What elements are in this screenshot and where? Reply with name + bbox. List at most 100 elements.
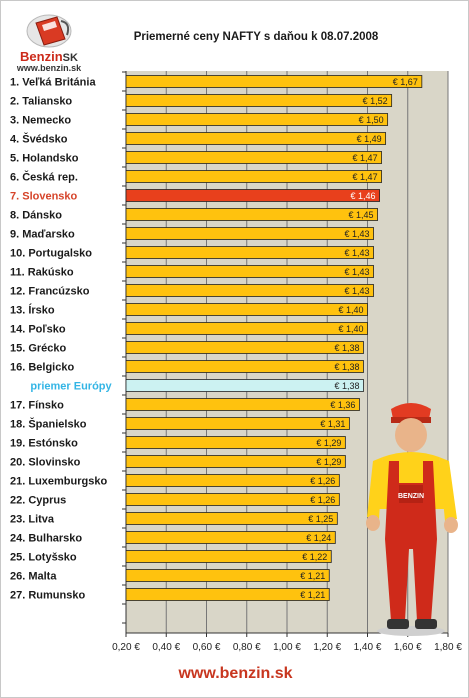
- bar: [125, 417, 350, 430]
- category-label: 3. Nemecko: [10, 115, 71, 127]
- category-label: 26. Malta: [10, 571, 57, 583]
- bar: [125, 531, 336, 544]
- bar-value-label: € 1,50: [359, 115, 384, 125]
- bar: [125, 170, 382, 183]
- bar-value-label: € 1,47: [353, 172, 378, 182]
- category-label: 9. Maďarsko: [10, 229, 75, 241]
- category-label: 14. Poľsko: [10, 324, 66, 336]
- bar: [125, 398, 360, 411]
- category-label: 4. Švédsko: [10, 133, 68, 146]
- bar-value-label: € 1,46: [351, 191, 376, 201]
- bar: [125, 113, 389, 126]
- bar: [125, 588, 330, 601]
- category-label: 12. Francúzsko: [10, 286, 90, 298]
- category-label: 10. Portugalsko: [10, 248, 92, 260]
- bar-value-label: € 1,36: [330, 400, 355, 410]
- category-label: 6. Česká rep.: [10, 171, 78, 184]
- bar-value-label: € 1,24: [306, 533, 331, 543]
- bar-value-label: € 1,47: [353, 153, 378, 163]
- logo-url: www.benzin.sk: [16, 63, 82, 73]
- category-label: 15. Grécko: [10, 343, 67, 355]
- bar-value-label: € 1,25: [308, 514, 333, 524]
- category-label: 23. Litva: [10, 514, 55, 526]
- bar: [125, 284, 374, 297]
- bar: [125, 493, 340, 506]
- bar-value-label: € 1,21: [300, 590, 325, 600]
- bar-value-label: € 1,43: [345, 267, 370, 277]
- category-label: 5. Holandsko: [10, 153, 79, 165]
- bar: [125, 341, 364, 354]
- pump-logo-icon: [26, 14, 72, 48]
- bar: [125, 360, 364, 373]
- footer-url: www.benzin.sk: [178, 665, 293, 682]
- x-tick-label: 0,80 €: [233, 642, 261, 653]
- bar-value-label: € 1,45: [349, 210, 374, 220]
- category-label: 22. Cyprus: [10, 495, 66, 507]
- logo-brand: BenzinSK: [20, 49, 78, 64]
- category-label: 25. Lotyšsko: [10, 552, 77, 564]
- bar-value-label: € 1,29: [316, 457, 341, 467]
- bar: [125, 246, 374, 259]
- bar-value-label: € 1,52: [363, 96, 388, 106]
- category-label: 13. Írsko: [10, 304, 55, 317]
- bar: [125, 455, 346, 468]
- bar: [125, 227, 374, 240]
- category-label: 16. Belgicko: [10, 362, 74, 374]
- bar: [125, 379, 364, 392]
- bar-value-label: € 1,43: [345, 248, 370, 258]
- bar: [125, 474, 340, 487]
- bar-value-label: € 1,49: [357, 134, 382, 144]
- bar-value-label: € 1,67: [393, 77, 418, 87]
- bar: [125, 436, 346, 449]
- category-label: 18. Španielsko: [10, 418, 87, 431]
- bar: [125, 265, 374, 278]
- bar-value-label: € 1,26: [310, 476, 335, 486]
- bar-value-label: € 1,22: [302, 552, 327, 562]
- x-tick-label: 1,60 €: [394, 642, 422, 653]
- x-tick-label: 1,20 €: [313, 642, 341, 653]
- bar-value-label: € 1,29: [316, 438, 341, 448]
- category-label: priemer Európy: [30, 381, 112, 393]
- bar: [125, 75, 423, 88]
- bar: [125, 569, 330, 582]
- category-label: 24. Bulharsko: [10, 533, 82, 545]
- category-label: 11. Rakúsko: [10, 267, 74, 279]
- x-tick-label: 1,00 €: [273, 642, 301, 653]
- bar-value-label: € 1,43: [345, 286, 370, 296]
- category-label: 20. Slovinsko: [10, 457, 81, 469]
- bar: [125, 322, 368, 335]
- bar-value-label: € 1,40: [338, 324, 363, 334]
- chart-title: Priemerné ceny NAFTY s daňou k 08.07.200…: [133, 31, 379, 43]
- bar-value-label: € 1,38: [334, 381, 359, 391]
- bar: [125, 550, 332, 563]
- bar-value-label: € 1,40: [338, 305, 363, 315]
- benzin-logo: BenzinSK www.benzin.sk: [9, 9, 89, 79]
- x-tick-label: 1,40 €: [354, 642, 382, 653]
- bar: [125, 94, 393, 107]
- category-label: 2. Taliansko: [10, 96, 72, 108]
- bar-value-label: € 1,31: [320, 419, 345, 429]
- bar-value-label: € 1,38: [334, 343, 359, 353]
- mechanic-mascot-illustration: BENZIN: [366, 403, 458, 636]
- bar: [125, 512, 338, 525]
- category-label: 27. Rumunsko: [10, 590, 85, 602]
- bar: [125, 303, 368, 316]
- svg-text:BENZIN: BENZIN: [398, 493, 424, 500]
- x-tick-label: 0,60 €: [193, 642, 221, 653]
- x-tick-label: 0,20 €: [112, 642, 140, 653]
- category-label: 21. Luxemburgsko: [10, 476, 107, 488]
- category-label: 8. Dánsko: [10, 210, 62, 222]
- bar: [125, 189, 380, 202]
- bar-value-label: € 1,21: [300, 571, 325, 581]
- bar-value-label: € 1,26: [310, 495, 335, 505]
- x-tick-label: 1,80 €: [434, 642, 462, 653]
- bar-value-label: € 1,38: [334, 362, 359, 372]
- category-label: 17. Fínsko: [10, 400, 64, 412]
- category-label: 1. Veľká Británia: [10, 77, 96, 89]
- x-tick-label: 0,40 €: [152, 642, 180, 653]
- bar: [125, 151, 382, 164]
- bar: [125, 208, 378, 221]
- bar-value-label: € 1,43: [345, 229, 370, 239]
